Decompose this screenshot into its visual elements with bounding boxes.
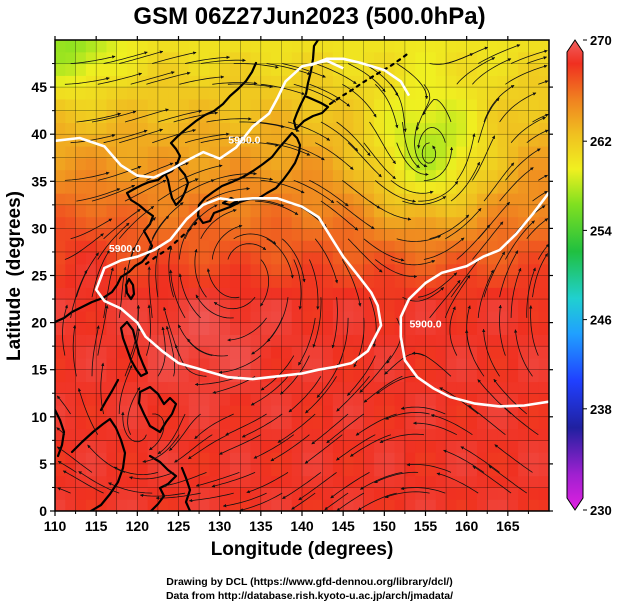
x-tick-label: 145 — [331, 518, 355, 534]
coastline-mainland — [55, 61, 258, 324]
height-contours: 5900.0 5900.0 5900.0 — [55, 57, 549, 408]
contour-line — [399, 191, 549, 408]
contour-label: 5900.0 — [409, 318, 441, 330]
x-tick-label: 125 — [167, 518, 191, 534]
page-title: GSM 06Z27Jun2023 (500.0hPa) — [133, 3, 486, 30]
coastline-luzon — [119, 320, 149, 378]
colorbar-tick-label: 238 — [590, 402, 612, 417]
x-tick-label: 155 — [414, 518, 438, 534]
x-tick-label: 135 — [249, 518, 273, 534]
y-tick-label: 35 — [31, 173, 47, 189]
coastline-hokkaido — [292, 94, 330, 131]
y-tick-label: 25 — [31, 268, 47, 284]
y-tick-label: 5 — [39, 456, 47, 472]
y-tick-label: 0 — [39, 503, 47, 519]
contour-line — [55, 59, 344, 179]
colorbar-tick-label: 230 — [590, 503, 612, 518]
streamlines — [56, 44, 549, 511]
coastline-kurils — [328, 50, 412, 106]
axis-ticks: 110 115 120 125 130 135 140 145 150 155 160 165 0 5 10… — [31, 36, 553, 534]
colorbar: 270 262 254 246 238 230 — [566, 33, 612, 518]
colorbar-tick-label: 270 — [590, 33, 612, 48]
x-tick-label: 150 — [373, 518, 397, 534]
contour-line — [309, 57, 411, 97]
coastline-moluccas — [180, 466, 192, 511]
coastline-japan — [196, 131, 302, 225]
credit-drawing: Drawing by DCL (https://www.gfd-dennou.o… — [166, 576, 453, 588]
y-tick-label: 30 — [31, 220, 47, 236]
temperature-field — [55, 40, 549, 511]
x-axis-label: Longitude (degrees) — [211, 539, 394, 560]
x-tick-label: 120 — [126, 518, 150, 534]
coastline-sulawesi — [148, 454, 178, 511]
credit-data: Data from http://database.rish.kyoto-u.a… — [165, 590, 454, 602]
contour-line — [94, 197, 383, 381]
y-axis-label: Latitude (degrees) — [4, 191, 25, 361]
y-tick-label: 10 — [31, 409, 47, 425]
y-tick-label: 20 — [31, 315, 47, 331]
coastline-palawan — [99, 378, 120, 412]
colorbar-bar — [566, 39, 584, 511]
coastline-korea — [163, 161, 190, 207]
x-tick-label: 115 — [85, 518, 108, 534]
coastline-borneo — [70, 417, 127, 511]
x-tick-label: 160 — [455, 518, 479, 534]
y-tick-label: 40 — [31, 126, 47, 142]
contour-label: 5900.0 — [109, 243, 141, 255]
lat-lon-grid — [55, 40, 549, 511]
colorbar-tick-label: 254 — [590, 223, 612, 238]
y-tick-label: 15 — [31, 362, 47, 378]
colorbar-tick-label: 246 — [590, 313, 612, 328]
y-tick-label: 45 — [31, 79, 47, 95]
contour-label: 5900.0 — [228, 135, 260, 147]
coastline-indochina — [55, 408, 66, 458]
x-tick-label: 140 — [290, 518, 314, 534]
x-tick-label: 165 — [496, 518, 520, 534]
colorbar-tick-label: 262 — [590, 134, 612, 149]
coastline-philippines-south — [137, 385, 178, 434]
x-tick-label: 130 — [208, 518, 232, 534]
x-tick-label: 110 — [44, 518, 67, 534]
